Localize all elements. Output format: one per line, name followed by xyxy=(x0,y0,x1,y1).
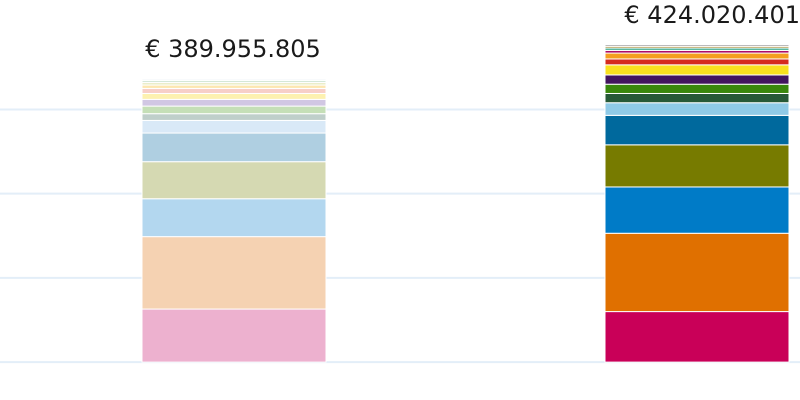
left-bar-segment-9 xyxy=(141,92,327,100)
left-bar-total-label: € 389.955.805 xyxy=(145,35,321,63)
left-bar-segment-8 xyxy=(141,98,327,107)
right-bar-segment-10 xyxy=(604,58,790,66)
left-bar-segment-4 xyxy=(141,132,327,163)
left-bar-segment-10 xyxy=(141,87,327,94)
right-bar-segment-1 xyxy=(604,232,790,313)
bars xyxy=(141,42,790,363)
left-bar-segment-7 xyxy=(141,105,327,115)
left-bar-segment-14 xyxy=(141,78,327,81)
left-bar-segment-6 xyxy=(141,113,327,121)
left-bar-segment-3 xyxy=(141,161,327,200)
right-bar-segment-9 xyxy=(604,64,790,76)
right-bar-segment-2 xyxy=(604,186,790,234)
right-bar-segment-8 xyxy=(604,74,790,85)
right-bar-total-label: € 424.020.401 xyxy=(624,1,800,29)
left-bar-segment-2 xyxy=(141,198,327,238)
left-bar-segment-11 xyxy=(141,84,327,89)
right-bar-segment-17 xyxy=(604,42,790,45)
right-bar-segment-7 xyxy=(604,83,790,94)
right-bar-segment-5 xyxy=(604,102,790,116)
right-bar-segment-4 xyxy=(604,114,790,146)
left-bar-segment-5 xyxy=(141,119,327,134)
right-bar-segment-6 xyxy=(604,92,790,104)
left-bar-segment-0 xyxy=(141,308,327,363)
right-bar-segment-3 xyxy=(604,144,790,188)
left-bar-segment-1 xyxy=(141,236,327,310)
right-bar-segment-11 xyxy=(604,52,790,60)
right-bar-segment-0 xyxy=(604,311,790,363)
